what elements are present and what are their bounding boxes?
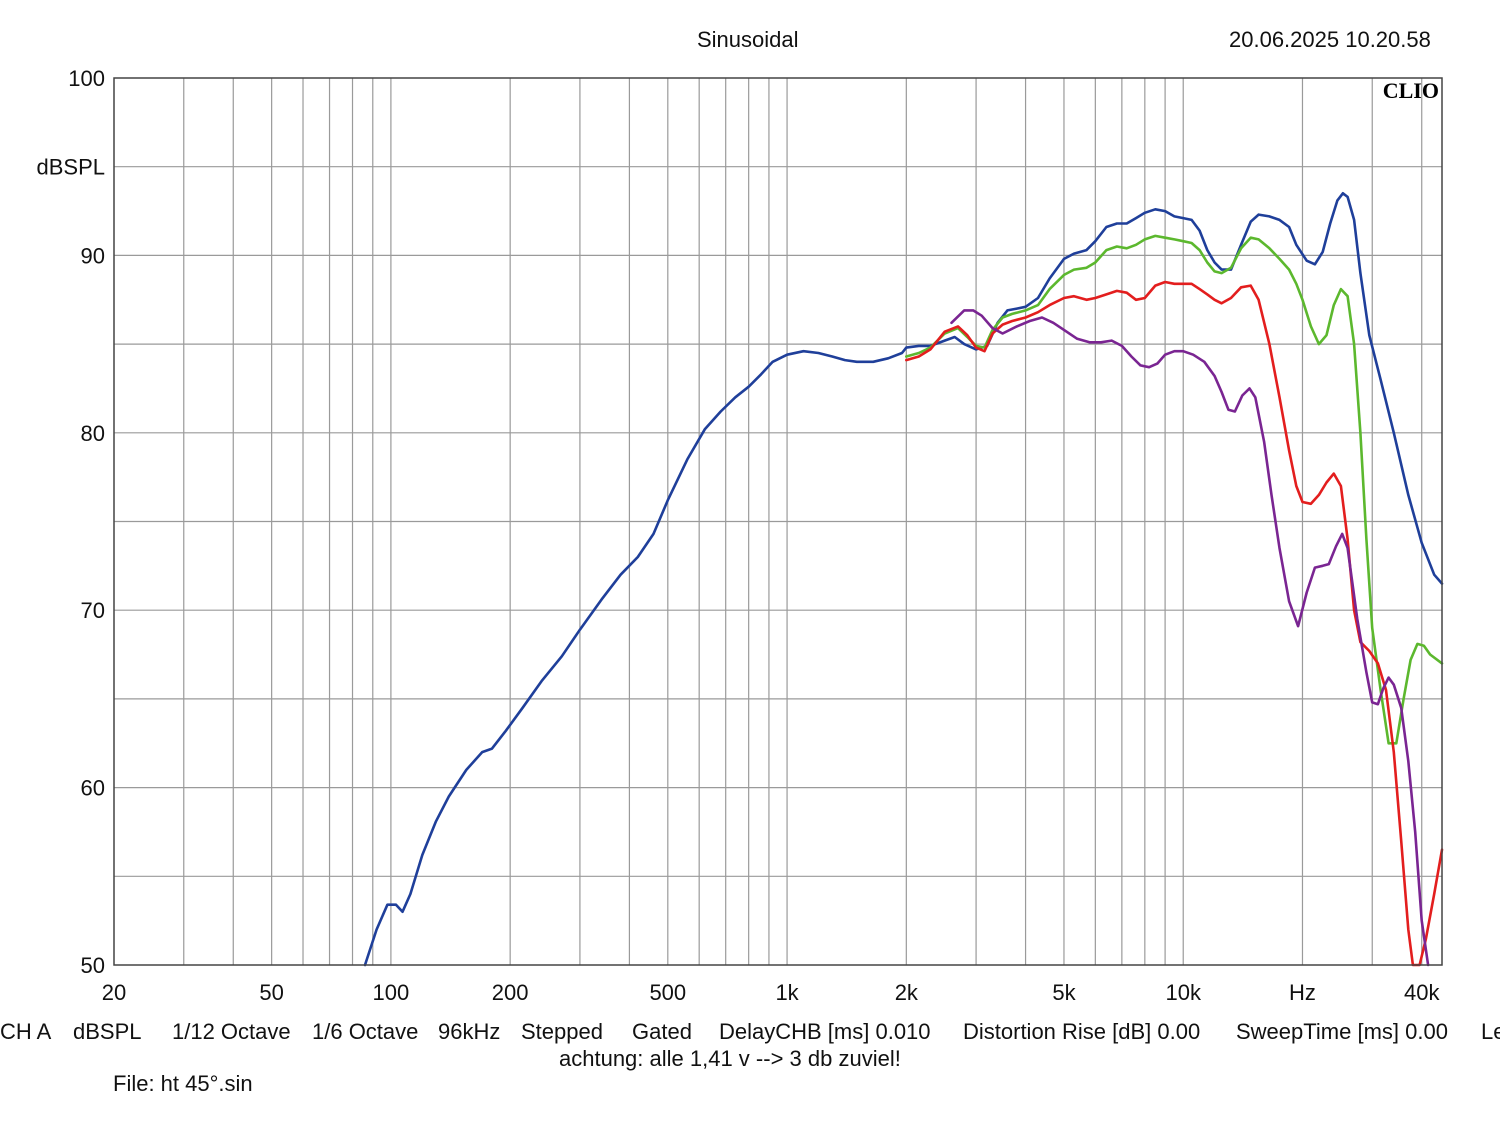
series-layer [363,192,1444,967]
x-tick-label: Hz [1289,980,1316,1005]
y-tick-label: 60 [81,776,105,801]
x-tick-labels: 20 50 100 200 500 1k 2k 5k 10k Hz 40k [102,980,1441,1005]
y-axis-label: dBSPL [37,155,106,180]
file-name: File: ht 45°.sin [113,1071,253,1096]
status-note: achtung: alle 1,41 v --> 3 db zuviel! [559,1046,901,1071]
y-tick-label: 90 [81,243,105,268]
series-line-4 [950,309,1430,967]
y-tick-label: 70 [81,598,105,623]
y-tick-label: 100 [68,66,105,91]
status-sample-rate: 96kHz [438,1019,501,1044]
y-tick-label: 50 [81,953,105,978]
x-tick-label: 5k [1052,980,1076,1005]
x-tick-label: 200 [492,980,529,1005]
plot-frame [113,77,1443,966]
timestamp: 20.06.2025 10.20.58 [1229,27,1431,52]
status-level: Le [1481,1019,1500,1044]
status-ch: CH A [0,1019,52,1044]
y-tick-label: 80 [81,421,105,446]
status-unit: dBSPL [73,1019,142,1044]
x-tick-label: 100 [373,980,410,1005]
x-tick-label: 10k [1165,980,1201,1005]
x-tick-label: 1k [775,980,799,1005]
series-line-1 [363,192,1444,967]
x-tick-label: 50 [259,980,283,1005]
status-gated: Gated [632,1019,692,1044]
y-tick-labels: 100 90 80 70 60 50 [68,66,105,978]
status-distortion: Distortion Rise [dB] 0.00 [963,1019,1201,1044]
series-line-3 [904,280,1444,967]
status-sweeptime: SweepTime [ms] 0.00 [1236,1019,1448,1044]
status-delay: DelayCHB [ms] 0.010 [719,1019,931,1044]
x-tick-label: 20 [102,980,126,1005]
chart-title: Sinusoidal [697,27,799,52]
status-smoothing-2: 1/6 Octave [312,1019,419,1044]
status-stepped: Stepped [521,1019,603,1044]
x-tick-label: 500 [649,980,686,1005]
grid [114,78,1442,965]
x-tick-label: 40k [1404,980,1440,1005]
clio-logo: CLIO [1383,78,1439,103]
series-line-2 [904,234,1444,745]
status-smoothing-1: 1/12 Octave [172,1019,291,1044]
x-tick-label: 2k [895,980,919,1005]
